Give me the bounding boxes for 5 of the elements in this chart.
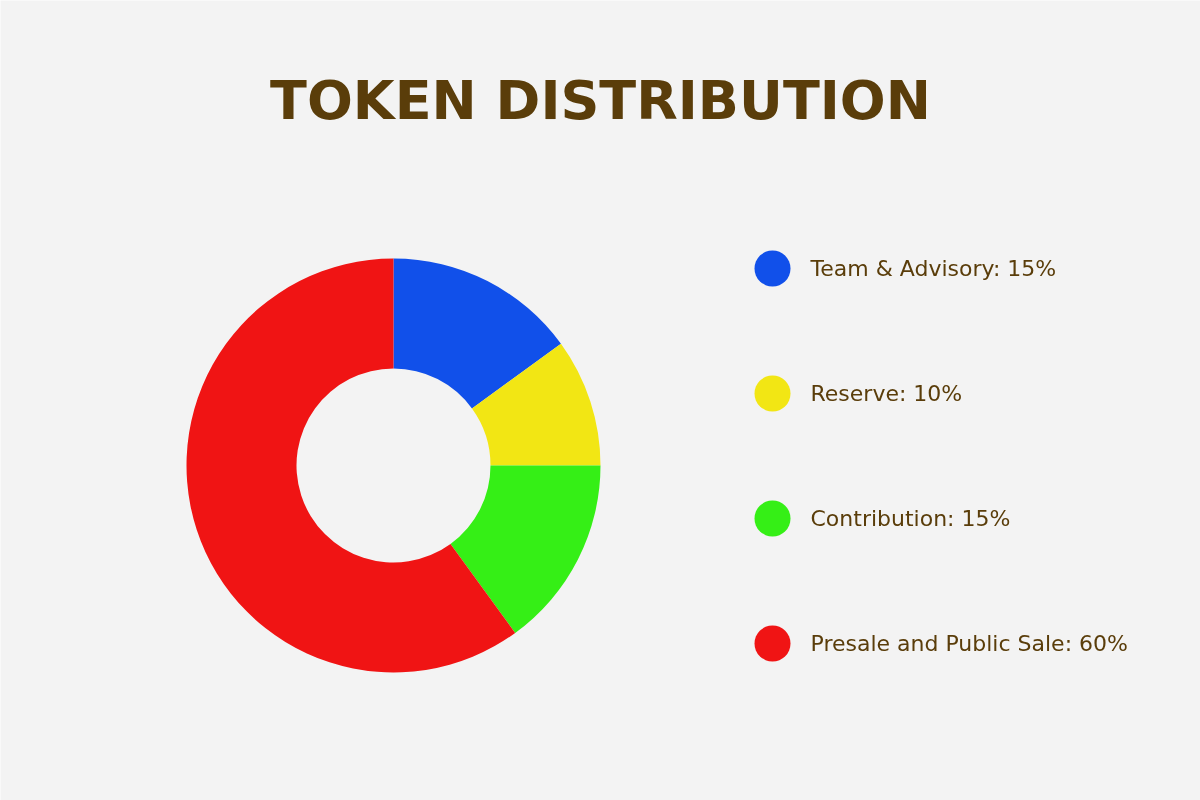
chart-title: TOKEN DISTRIBUTION: [270, 69, 931, 132]
legend-label: Reserve: 10%: [810, 381, 963, 406]
legend-label: Presale and Public Sale: 60%: [810, 631, 1128, 656]
legend-label: Contribution: 15%: [810, 506, 1011, 531]
legend-label: Team & Advisory: 15%: [809, 256, 1057, 281]
